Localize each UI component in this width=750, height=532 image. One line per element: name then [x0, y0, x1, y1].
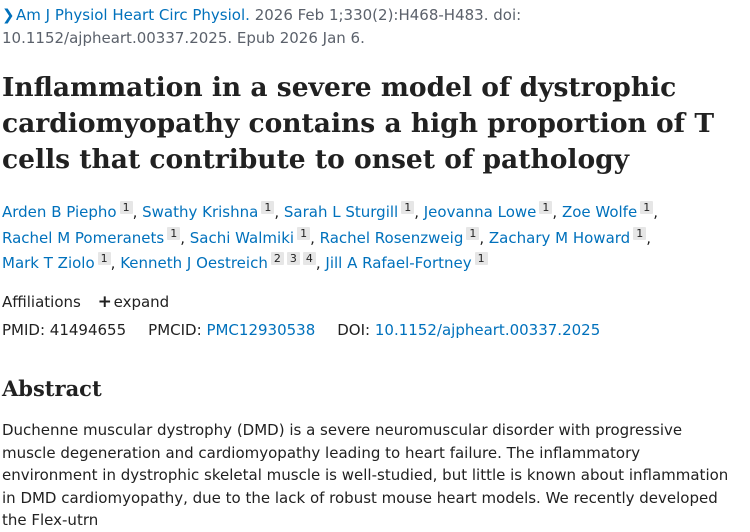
author-item: Swathy Krishna 1,: [142, 201, 284, 221]
author-link[interactable]: Jill A Rafael-Fortney: [325, 254, 472, 272]
author-link[interactable]: Zachary M Howard: [488, 228, 631, 247]
author-item: Rachel Rosenzweig 1,: [319, 226, 489, 247]
affiliations-label: Affiliations: [2, 293, 81, 311]
affiliation-number[interactable]: 1: [261, 201, 275, 214]
author-link[interactable]: Sarah L Sturgill: [283, 203, 399, 221]
author-link[interactable]: Kenneth J Oestreich: [120, 254, 268, 272]
affiliation-number[interactable]: 1: [297, 226, 311, 240]
author-item: Jeovanna Lowe 1,: [423, 201, 562, 221]
author-item: Sarah L Sturgill 1,: [283, 201, 424, 221]
author-link[interactable]: Jeovanna Lowe: [423, 203, 537, 221]
affiliation-number[interactable]: 1: [401, 201, 415, 214]
affiliation-number[interactable]: 1: [167, 226, 181, 240]
affiliation-number[interactable]: 1: [474, 252, 488, 265]
author-link[interactable]: Zoe Wolfe: [561, 203, 638, 221]
affiliation-number[interactable]: 1: [466, 226, 480, 240]
abstract-text: Duchenne muscular dystrophy (DMD) is a s…: [2, 421, 729, 529]
author-item: Zachary M Howard 1,: [488, 226, 651, 247]
author-link[interactable]: Sachi Walmiki: [189, 228, 295, 247]
author-item: Mark T Ziolo 1,: [2, 252, 121, 272]
expand-label: expand: [113, 293, 170, 311]
affiliation-number[interactable]: 4: [302, 252, 316, 265]
pmid-value: 41494655: [49, 321, 127, 339]
abstract-heading: Abstract: [2, 376, 102, 401]
pmcid-link[interactable]: PMC12930538: [206, 321, 316, 339]
pmcid-label: PMCID:: [148, 321, 202, 339]
author-item: Zoe Wolfe 1,: [561, 201, 658, 221]
citation-details: 2026 Feb 1;330(2):H468-H483. doi: 10.115…: [2, 6, 522, 47]
author-item: Kenneth J Oestreich 2 3 4,: [120, 252, 326, 272]
plus-icon: +: [97, 292, 112, 312]
chevron-right-icon[interactable]: ❯: [2, 6, 15, 24]
affiliation-number[interactable]: 1: [119, 201, 133, 214]
affiliation-number[interactable]: 1: [633, 226, 647, 240]
affiliation-number[interactable]: 1: [97, 252, 111, 265]
author-link[interactable]: Rachel M Pomeranets: [2, 228, 165, 247]
author-item: Jill A Rafael-Fortney 1: [325, 252, 488, 272]
author-item: Arden B Piepho 1,: [2, 201, 143, 221]
pmid-label: PMID:: [2, 321, 46, 339]
citation-line: ❯Am J Physiol Heart Circ Physiol. 2026 F…: [2, 4, 742, 50]
identifiers-row: PMID: 41494655 PMCID: PMC12930538 DOI: 10.…: [2, 319, 600, 341]
article-title: Inflammation in a severe model of dystro…: [2, 72, 715, 175]
author-link[interactable]: Mark T Ziolo: [2, 254, 95, 272]
affiliations-expand-button[interactable]: + expand: [97, 292, 170, 312]
affiliation-number[interactable]: 1: [539, 201, 553, 214]
author-link[interactable]: Rachel Rosenzweig: [319, 228, 464, 247]
author-item: Rachel M Pomeranets 1,: [2, 226, 190, 247]
author-list: Arden B Piepho 1, Swathy Krishna 1, Sarah …: [2, 200, 747, 277]
doi-link[interactable]: 10.1152/ajpheart.00337.2025: [374, 321, 601, 339]
affiliation-number[interactable]: 3: [286, 252, 300, 265]
journal-link[interactable]: Am J Physiol Heart Circ Physiol.: [16, 6, 250, 24]
doi-label: DOI:: [337, 321, 371, 339]
author-item: Sachi Walmiki 1,: [189, 226, 320, 247]
affiliation-number[interactable]: 2: [270, 252, 284, 265]
author-link[interactable]: Swathy Krishna: [142, 203, 259, 221]
affiliation-number[interactable]: 1: [640, 201, 654, 214]
author-link[interactable]: Arden B Piepho: [2, 203, 117, 221]
affiliations-row: Affiliations + expand: [2, 291, 169, 313]
